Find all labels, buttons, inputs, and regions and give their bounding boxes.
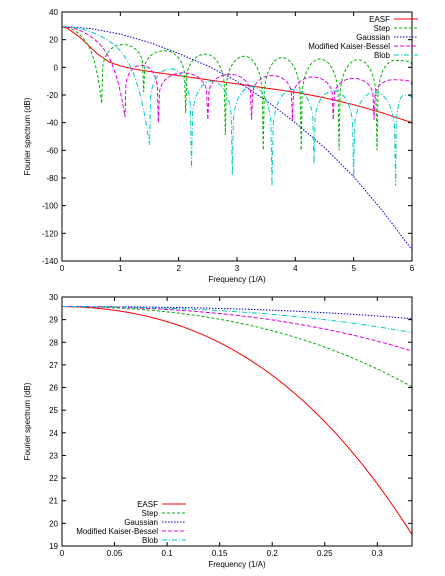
legend-entry-label: Step bbox=[374, 24, 391, 33]
y-tick-label: 19 bbox=[49, 542, 58, 551]
y-tick-label: 20 bbox=[49, 36, 58, 45]
y-axis-label: Fourier spectrum (dB) bbox=[23, 97, 32, 175]
y-tick-label: 30 bbox=[49, 293, 58, 302]
x-tick-label: 5 bbox=[351, 264, 356, 273]
y-tick-label: 40 bbox=[49, 8, 58, 17]
y-tick-label: 24 bbox=[49, 429, 58, 438]
y-tick-label: -140 bbox=[42, 257, 59, 266]
x-axis-label: Frequency (1/A) bbox=[208, 275, 266, 284]
series-line-step bbox=[62, 306, 412, 388]
y-tick-label: 28 bbox=[49, 338, 58, 347]
y-tick-label: 23 bbox=[49, 451, 58, 460]
x-tick-label: 0.1 bbox=[162, 549, 174, 558]
legend-entry-label: Blob bbox=[142, 536, 159, 545]
plot-frame bbox=[61, 296, 413, 547]
x-tick-label: 0.05 bbox=[107, 549, 123, 558]
x-tick-label: 0.2 bbox=[267, 549, 279, 558]
x-tick-label: 0 bbox=[60, 549, 65, 558]
y-tick-label: -100 bbox=[42, 202, 59, 211]
legend-entry-label: Step bbox=[142, 509, 159, 518]
series-line-modified-kaiser-bessel bbox=[62, 306, 412, 352]
y-tick-label: -20 bbox=[46, 91, 58, 100]
y-tick-label: -80 bbox=[46, 174, 58, 183]
y-tick-label: -120 bbox=[42, 229, 59, 238]
x-tick-label: 0.25 bbox=[317, 549, 333, 558]
series-line-step bbox=[62, 26, 412, 151]
y-axis-label: Fourier spectrum (dB) bbox=[23, 382, 32, 460]
legend-entry-label: Modified Kaiser-Bessel bbox=[76, 527, 158, 536]
y-tick-label: 22 bbox=[49, 474, 58, 483]
y-tick-label: -60 bbox=[46, 146, 58, 155]
y-tick-label: 20 bbox=[49, 519, 58, 528]
legend-entry-label: Modified Kaiser-Bessel bbox=[308, 42, 390, 51]
x-tick-label: 0.3 bbox=[372, 549, 384, 558]
x-tick-label: 6 bbox=[410, 264, 415, 273]
x-tick-label: 1 bbox=[118, 264, 123, 273]
series-line-blob bbox=[62, 306, 412, 334]
y-tick-label: 26 bbox=[49, 384, 58, 393]
legend-entry-label: Gaussian bbox=[124, 518, 158, 527]
chart-panel-2: 0 0.05 0.1 0.15 0.2 0.25 0.3 19 20 21 22 23 24 25 26 27… bbox=[23, 293, 413, 569]
y-tick-label: 29 bbox=[49, 316, 58, 325]
series-line-easf bbox=[62, 26, 412, 124]
x-tick-label: 3 bbox=[235, 264, 240, 273]
y-tick-label: 0 bbox=[54, 63, 59, 72]
y-tick-label: 21 bbox=[49, 497, 58, 506]
legend-entry-label: Blob bbox=[374, 51, 391, 60]
x-tick-label: 2 bbox=[176, 264, 181, 273]
x-axis-label: Frequency (1/A) bbox=[208, 560, 266, 569]
legend-entry-label: EASF bbox=[137, 500, 158, 509]
y-tick-label: 25 bbox=[49, 406, 58, 415]
y-tick-label: -40 bbox=[46, 119, 58, 128]
series-line-gaussian bbox=[62, 306, 412, 320]
x-tick-label: 0 bbox=[60, 264, 65, 273]
series-line-modified-kaiser-bessel bbox=[62, 26, 412, 123]
x-tick-label: 0.15 bbox=[212, 549, 228, 558]
series-line-easf bbox=[62, 306, 412, 535]
legend-entry-label: EASF bbox=[369, 15, 390, 24]
chart-panel-1: 0 1 2 3 4 5 6 -140 -120 -100 -80 -60 -40 -20 0 20 40 Freq… bbox=[23, 8, 418, 284]
x-tick-label: 4 bbox=[293, 264, 298, 273]
legend-entry-label: Gaussian bbox=[356, 33, 390, 42]
y-tick-label: 27 bbox=[49, 361, 58, 370]
